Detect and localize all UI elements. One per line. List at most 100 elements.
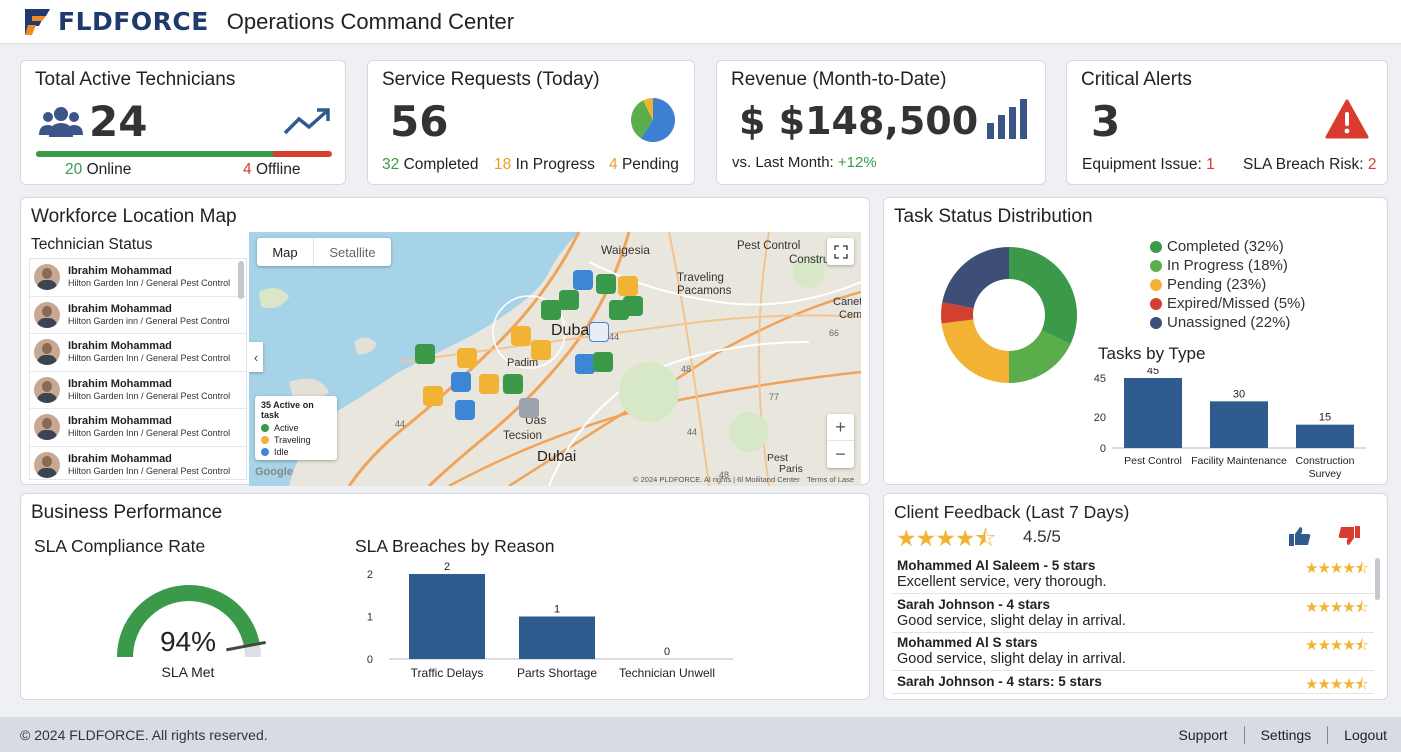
pie-slice-pending[interactable] xyxy=(643,98,653,120)
feedback-item[interactable]: Mohammed Al S stars Good service, slight … xyxy=(892,633,1374,671)
bar-construction-survey[interactable] xyxy=(1296,424,1354,448)
feedback-scrollbar[interactable] xyxy=(1375,558,1380,600)
gauge-needle xyxy=(226,640,266,652)
technician-row[interactable]: Ibrahim Mohammad Hilton Garden Inn / Gene… xyxy=(30,447,246,480)
truck-marker-active[interactable] xyxy=(596,274,616,294)
kpi-card-revenue: Revenue (Month-to-Date) $ $148,500 vs. L… xyxy=(716,60,1046,185)
pie-slice-pending[interactable] xyxy=(941,319,1009,383)
workforce-map-card: Workforce Location Map Technician Status… xyxy=(20,197,870,486)
copyright: © 2024 FLDFORCE. All rights reserved. xyxy=(20,726,268,743)
pie-slice-expired-missed[interactable] xyxy=(941,302,974,324)
app-header: FLDFORCE Operations Command Center xyxy=(0,0,1401,44)
technician-marker-traveling[interactable] xyxy=(423,386,443,406)
technician-name: Ibrahim Mohammad xyxy=(68,415,172,428)
bar-parts-shortage[interactable] xyxy=(519,616,595,660)
technician-name: Ibrahim Mohammad xyxy=(68,452,172,465)
truck-marker-idle[interactable] xyxy=(575,354,595,374)
technician-list[interactable]: Ibrahim Mohammad Hilton Garden Inn / Gene… xyxy=(29,258,247,480)
legend-dot xyxy=(1150,240,1162,253)
truck-marker-traveling[interactable] xyxy=(457,348,477,368)
feedback-item[interactable]: Sarah Johnson - 4 stars: 5 stars ★★★★⯪ xyxy=(892,672,1374,694)
truck-marker-traveling[interactable] xyxy=(511,326,531,346)
technician-detail: Hilton Garden Inn / General Pest Control xyxy=(68,465,231,476)
feedback-item[interactable]: Sarah Johnson - 4 stars Good service, sli… xyxy=(892,595,1374,633)
y-tick-label: 0 xyxy=(1100,443,1106,455)
gauge-title: SLA Compliance Rate xyxy=(34,536,206,556)
brand-name: FLDFORCE xyxy=(58,7,209,36)
truck-marker-active[interactable] xyxy=(559,290,579,310)
technician-row[interactable]: Ibrahim Mohammad Hilton Garden Inn / Gene… xyxy=(30,409,246,447)
legend-idle: Idle xyxy=(274,447,289,457)
truck-marker-idle[interactable] xyxy=(519,398,539,418)
technician-row[interactable]: Ibrahim Mohammad Hilton Garden Inn / Gene… xyxy=(30,372,246,409)
list-scrollbar[interactable] xyxy=(238,261,244,299)
pie-slice-in-progress[interactable] xyxy=(1009,330,1071,383)
offline-label: Offline xyxy=(255,161,301,178)
settings-link[interactable]: Settings xyxy=(1260,726,1312,743)
map-place-label: Paris xyxy=(779,463,803,475)
online-offline-bar xyxy=(36,151,332,157)
avatar xyxy=(34,451,60,478)
collapse-panel-button[interactable]: ‹ xyxy=(249,342,263,372)
truck-marker-idle[interactable] xyxy=(455,400,475,420)
technician-marker-idle[interactable] xyxy=(589,322,609,342)
completed-count: 32 xyxy=(382,156,400,173)
technician-row[interactable]: Ibrahim Mohammad Hilton Garden Inn / Gene… xyxy=(30,334,246,372)
map-place-label: Dubai xyxy=(551,322,593,339)
task-status-title: Task Status Distribution xyxy=(894,206,1093,227)
pie-slice-completed[interactable] xyxy=(640,98,675,142)
pie-slice-in-progress[interactable] xyxy=(631,100,653,139)
technician-info: Ibrahim Mohammad Hilton Garden Inn / Gene… xyxy=(68,378,230,402)
technician-row[interactable]: Ibrahim Mohammad Hilton Garden Inn / Gene… xyxy=(30,259,246,297)
bar-facility-maintenance[interactable] xyxy=(1210,401,1268,448)
sla-risk-count: 2 xyxy=(1367,156,1377,173)
feedback-item[interactable]: Mohammed Al Saleem - 5 stars Excellent se… xyxy=(892,556,1374,594)
technician-marker-active[interactable] xyxy=(593,352,613,372)
bar-pest-control[interactable] xyxy=(1124,378,1182,448)
truck-marker-active[interactable] xyxy=(541,300,561,320)
footer-links: Support Settings Logout xyxy=(1179,717,1387,752)
pie-slice-completed[interactable] xyxy=(1009,247,1077,344)
pie-slice-unassigned[interactable] xyxy=(942,247,1009,309)
truck-marker-traveling[interactable] xyxy=(531,340,551,360)
business-title: Business Performance xyxy=(31,502,223,523)
feedback-stars: ★★★★⯪ xyxy=(1305,599,1369,616)
logout-link[interactable]: Logout xyxy=(1344,726,1387,743)
legend-label: In Progress (18%) xyxy=(1167,257,1288,274)
zoom-out-button[interactable]: − xyxy=(835,444,846,464)
truck-marker-idle[interactable] xyxy=(451,372,471,392)
map-legend: 35 Active on task Active Traveling Idle xyxy=(255,396,337,460)
y-tick-label: 2 xyxy=(367,569,373,581)
bar-value-label: 0 xyxy=(664,646,670,658)
brand-logo[interactable]: FLDFORCE xyxy=(22,7,209,37)
support-link[interactable]: Support xyxy=(1178,726,1228,743)
rating-stars: ★★★★⯪ xyxy=(896,525,996,551)
kpi-title: Revenue (Month-to-Date) xyxy=(731,69,947,90)
map-terms-link[interactable]: Terms of Lase xyxy=(807,475,855,484)
technician-marker-traveling[interactable] xyxy=(479,374,499,394)
tasks-by-type-chart: 45 20 0 45 Pest Control 30 Facility Maintenanc… xyxy=(1094,368,1366,480)
map-view[interactable]: Waigesia Pest Control Construction Trave… xyxy=(249,232,861,486)
y-tick-label: 1 xyxy=(367,612,373,624)
client-feedback-card: Client Feedback (Last 7 Days) ★★★★⯪ 4.5/… xyxy=(883,493,1388,700)
technician-marker-active[interactable] xyxy=(623,296,643,316)
technician-row[interactable]: Ibrahim Mohammad Hilton Garden inn / Gene… xyxy=(30,297,246,334)
warning-icon xyxy=(1325,99,1369,139)
thumbs-up-icon[interactable] xyxy=(1289,526,1311,546)
technician-info: Ibrahim Mohammad Hilton Garden Inn / Gene… xyxy=(68,453,230,477)
online-count: 20 xyxy=(65,161,83,178)
legend-item: Unassigned (22%) xyxy=(1150,314,1290,331)
task-status-donut xyxy=(941,247,1077,383)
truck-marker-traveling[interactable] xyxy=(618,276,638,296)
bar-value-label: 1 xyxy=(554,604,560,616)
zoom-in-button[interactable]: + xyxy=(827,414,854,441)
truck-marker-idle[interactable] xyxy=(573,270,593,290)
bar-traffic-delays[interactable] xyxy=(409,574,485,659)
fullscreen-button[interactable] xyxy=(827,238,854,265)
truck-marker-active[interactable] xyxy=(415,344,435,364)
thumbs-down-icon[interactable] xyxy=(1338,526,1360,546)
truck-marker-active[interactable] xyxy=(503,374,523,394)
tab-satellite[interactable]: Setallite xyxy=(313,238,391,266)
tab-map[interactable]: Map xyxy=(272,244,298,260)
legend-dot xyxy=(1150,297,1162,310)
